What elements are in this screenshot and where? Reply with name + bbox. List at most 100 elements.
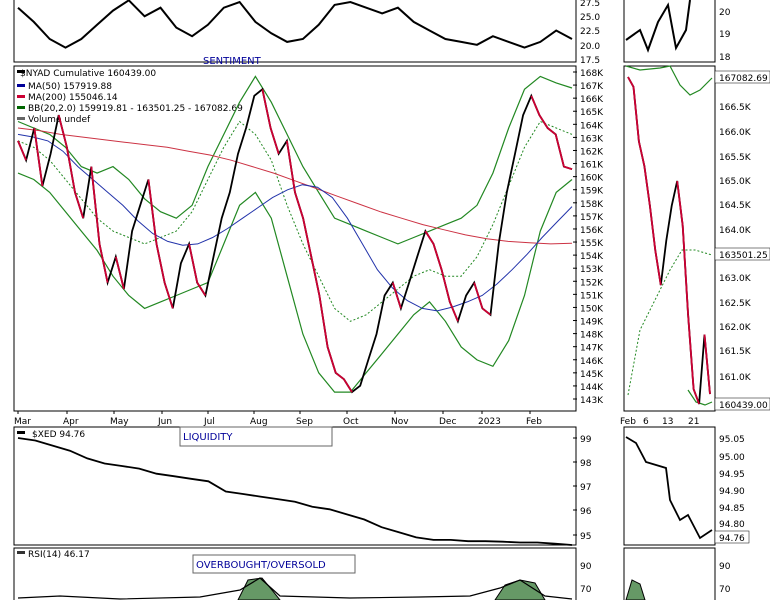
xed-value-box	[714, 530, 750, 544]
liquidity-side-y-tick: 94.95	[719, 470, 745, 480]
nyad-side-down-segment	[687, 314, 695, 390]
nyad-down-segment	[424, 230, 435, 245]
liquidity-side-y-tick: 95.05	[719, 435, 745, 445]
side-value-box	[714, 70, 770, 84]
nyad-y-tick: 143K	[580, 396, 604, 406]
nyad-x-tick: Oct	[343, 417, 359, 427]
liquidity-side-y-tick: 94.85	[719, 504, 745, 514]
bb-upper-line	[17, 75, 573, 245]
legend-entry: MA(200) 155046.14	[28, 93, 118, 103]
nyad-side-frame	[623, 65, 716, 412]
nyad-side-y-tick: 167082.69	[719, 74, 768, 84]
rsi-side-overbought-area	[625, 579, 646, 600]
nyad-down-segment	[188, 243, 199, 283]
nyad-y-tick: 162K	[580, 147, 604, 157]
rsi-side-y-tick: 90	[719, 562, 731, 572]
liquidity-side-y-tick: 95.00	[719, 453, 745, 463]
ma50-line	[17, 133, 573, 312]
rsi-y-tick: 90	[580, 562, 592, 572]
nyad-y-tick: 163K	[580, 134, 604, 144]
xed-title: $XED 94.76	[32, 430, 85, 440]
sentiment-label: SENTIMENT	[203, 56, 262, 67]
nyad-y-tick: 146K	[580, 357, 604, 367]
rsi-overbought-area	[494, 579, 546, 600]
nyad-y-tick: 153K	[580, 265, 604, 275]
liquidity-side-frame	[623, 426, 716, 546]
liquidity-y-tick: 95	[580, 532, 591, 542]
bb-lower-line	[17, 172, 573, 393]
nyad-down-segment	[147, 179, 158, 245]
nyad-down-segment	[318, 295, 329, 348]
nyad-y-tick: 151K	[580, 291, 604, 301]
nyad-side-down-segment	[692, 388, 700, 405]
nyad-x-tick: Aug	[250, 417, 268, 427]
rsi-swatch	[17, 551, 25, 554]
nyad-side-y-tick: 162.0K	[719, 323, 752, 333]
rsi-y-tick: 70	[580, 585, 592, 595]
side-bb-lower	[687, 389, 713, 406]
liquidity-y-tick: 97	[580, 483, 591, 493]
nyad-x-tick: Jun	[157, 417, 172, 427]
nyad-down-segment	[530, 95, 541, 116]
sentiment-side-y-tick: 20	[719, 8, 731, 18]
side-bb-middle	[627, 249, 713, 396]
nyad-y-tick: 148K	[580, 331, 604, 341]
nyad-y-tick: 147K	[580, 344, 604, 354]
nyad-y-tick: 164K	[580, 121, 604, 131]
liquidity-side-y-tick: 94.80	[719, 520, 745, 530]
nyad-side-y-tick: 161.5K	[719, 347, 752, 357]
nyad-down-segment	[261, 89, 272, 129]
rsi-label: OVERBOUGHT/OVERSOLD	[196, 560, 326, 571]
ma200-line	[17, 127, 573, 245]
nyad-side-y-tick: 165.5K	[719, 153, 752, 163]
rsi-overbought-area	[237, 577, 281, 600]
sentiment-side-y-tick: 18	[719, 53, 731, 63]
nyad-side-down-segment	[643, 166, 651, 206]
sentiment-side-line	[625, 0, 691, 53]
sentiment-side-y-tick: 19	[719, 30, 731, 40]
side-value-box	[714, 397, 770, 411]
nyad-x-tick: Sep	[296, 417, 313, 427]
nyad-side-y-tick: 162.5K	[719, 299, 752, 309]
nyad-y-tick: 157K	[580, 213, 604, 223]
nyad-y-tick: 144K	[580, 383, 604, 393]
nyad-title: $NYAD Cumulative 160439.00	[20, 69, 156, 79]
liquidity-label: LIQUIDITY	[183, 432, 233, 443]
nyad-side-down-segment	[638, 141, 646, 167]
nyad-side-down-segment	[649, 205, 657, 251]
nyad-x-tick: Dec	[439, 417, 456, 427]
nyad-legend-swatch	[17, 70, 25, 73]
nyad-side-y-tick: 164.5K	[719, 201, 752, 211]
sentiment-y-tick: 22.5	[580, 27, 600, 37]
nyad-down-segment	[286, 140, 296, 193]
sentiment-line	[17, 0, 573, 49]
xed-line	[17, 437, 573, 546]
nyad-down-segment	[343, 378, 353, 393]
liquidity-y-tick: 98	[580, 459, 592, 469]
nyad-y-tick: 150K	[580, 304, 604, 314]
legend-swatch	[17, 117, 25, 120]
nyad-side-y-tick: 163.0K	[719, 274, 752, 284]
nyad-down-segment	[448, 301, 459, 322]
nyad-down-segment	[310, 256, 321, 296]
nyad-down-segment	[98, 243, 109, 283]
nyad-y-tick: 149K	[580, 318, 604, 328]
nyad-down-segment	[74, 192, 85, 219]
nyad-x-tick: 2023	[478, 417, 501, 427]
rsi-line	[17, 577, 573, 600]
nyad-down-segment	[391, 282, 402, 309]
nyad-y-tick: 168K	[580, 69, 604, 79]
nyad-side-down-segment	[632, 86, 640, 142]
nyad-y-tick: 154K	[580, 252, 604, 262]
nyad-down-segment	[17, 140, 27, 161]
nyad-y-tick: 161K	[580, 161, 604, 171]
legend-entry: MA(50) 157919.88	[28, 82, 112, 92]
nyad-y-tick: 152K	[580, 278, 604, 288]
nyad-side-down-segment	[654, 250, 662, 286]
nyad-down-segment	[269, 127, 280, 155]
legend-swatch	[17, 95, 25, 98]
nyad-x-tick: Mar	[14, 417, 31, 427]
nyad-side-x-tick: 21	[688, 417, 699, 427]
